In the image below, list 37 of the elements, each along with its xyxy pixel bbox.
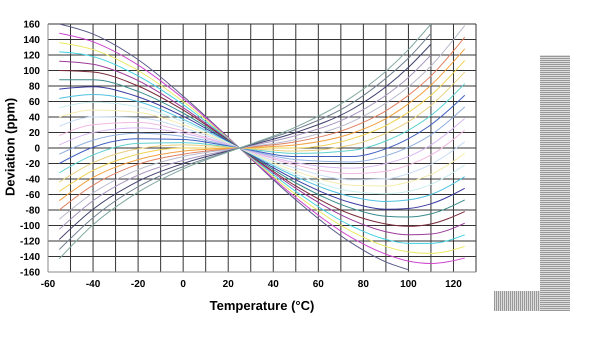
y-tick-label: 120 (23, 50, 40, 62)
x-tick-label: -60 (40, 279, 56, 290)
line-series (58, 110, 466, 186)
line-series (58, 106, 466, 162)
y-tick-label: 0 (34, 144, 40, 155)
y-axis-title: Deviation (ppm) (2, 98, 18, 196)
line-series (58, 116, 466, 180)
x-tick-label: 80 (358, 279, 370, 290)
y-tick-label: 80 (28, 82, 40, 93)
x-tick-label: 60 (312, 279, 324, 290)
x-tick-label: 0 (180, 279, 186, 290)
y-tick-label: 60 (28, 97, 40, 108)
y-tick-label: -80 (26, 206, 40, 217)
x-tick-label: 120 (445, 279, 462, 290)
y-tick-label: 100 (23, 66, 40, 78)
x-axis-title: Temperature (°C) (210, 298, 314, 313)
y-tick-label: -140 (20, 252, 40, 264)
x-tick-label: 100 (400, 279, 418, 290)
y-tick-label: -100 (20, 221, 40, 232)
y-tick-label: -40 (26, 174, 40, 186)
line-series (58, 94, 466, 164)
line-series (58, 83, 466, 174)
x-tick-label: -40 (86, 279, 101, 290)
y-tick-label: 40 (28, 112, 40, 124)
y-tick-label: 140 (23, 35, 40, 46)
line-series (58, 122, 466, 174)
x-tick-label: -20 (130, 279, 146, 290)
x-tick-label: 20 (222, 279, 234, 290)
y-tick-label: -120 (20, 236, 40, 248)
x-tick-label: 40 (268, 279, 280, 290)
line-series (58, 118, 466, 169)
line-series (58, 72, 466, 183)
y-tick-label: 20 (28, 128, 40, 140)
y-tick-label: -20 (26, 159, 40, 170)
y-tick-label: -60 (26, 190, 40, 202)
y-tick-label: 160 (23, 20, 40, 31)
y-tick-label: -160 (20, 268, 40, 279)
